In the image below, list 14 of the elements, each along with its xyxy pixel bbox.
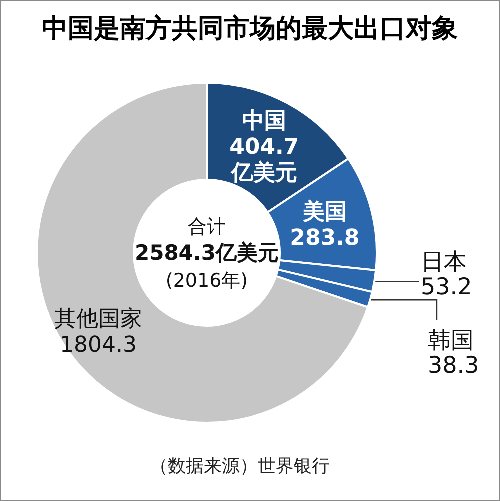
data-label: 404.7 亿美元 [230,134,300,186]
data-label: 53.2 [421,274,472,301]
data-label: 38.3 [428,353,480,380]
data-label: 1804.3 [60,332,138,358]
donut-slice [36,82,370,424]
chart-title: 中国是南方共同市场的最大出口对象 [42,14,458,44]
slice-label: 其他国家 [54,306,143,332]
slice-label: 中国 [242,108,286,134]
text: 合计 2584.3亿美元 (2016年) [134,216,280,292]
slice-label: 美国 [302,198,347,225]
slice-label: 韩国 [428,328,474,354]
slice-label: 日本 [421,250,467,276]
text: （数据来源）世界银行 [150,456,330,477]
data-label: 283.8 [290,226,360,251]
